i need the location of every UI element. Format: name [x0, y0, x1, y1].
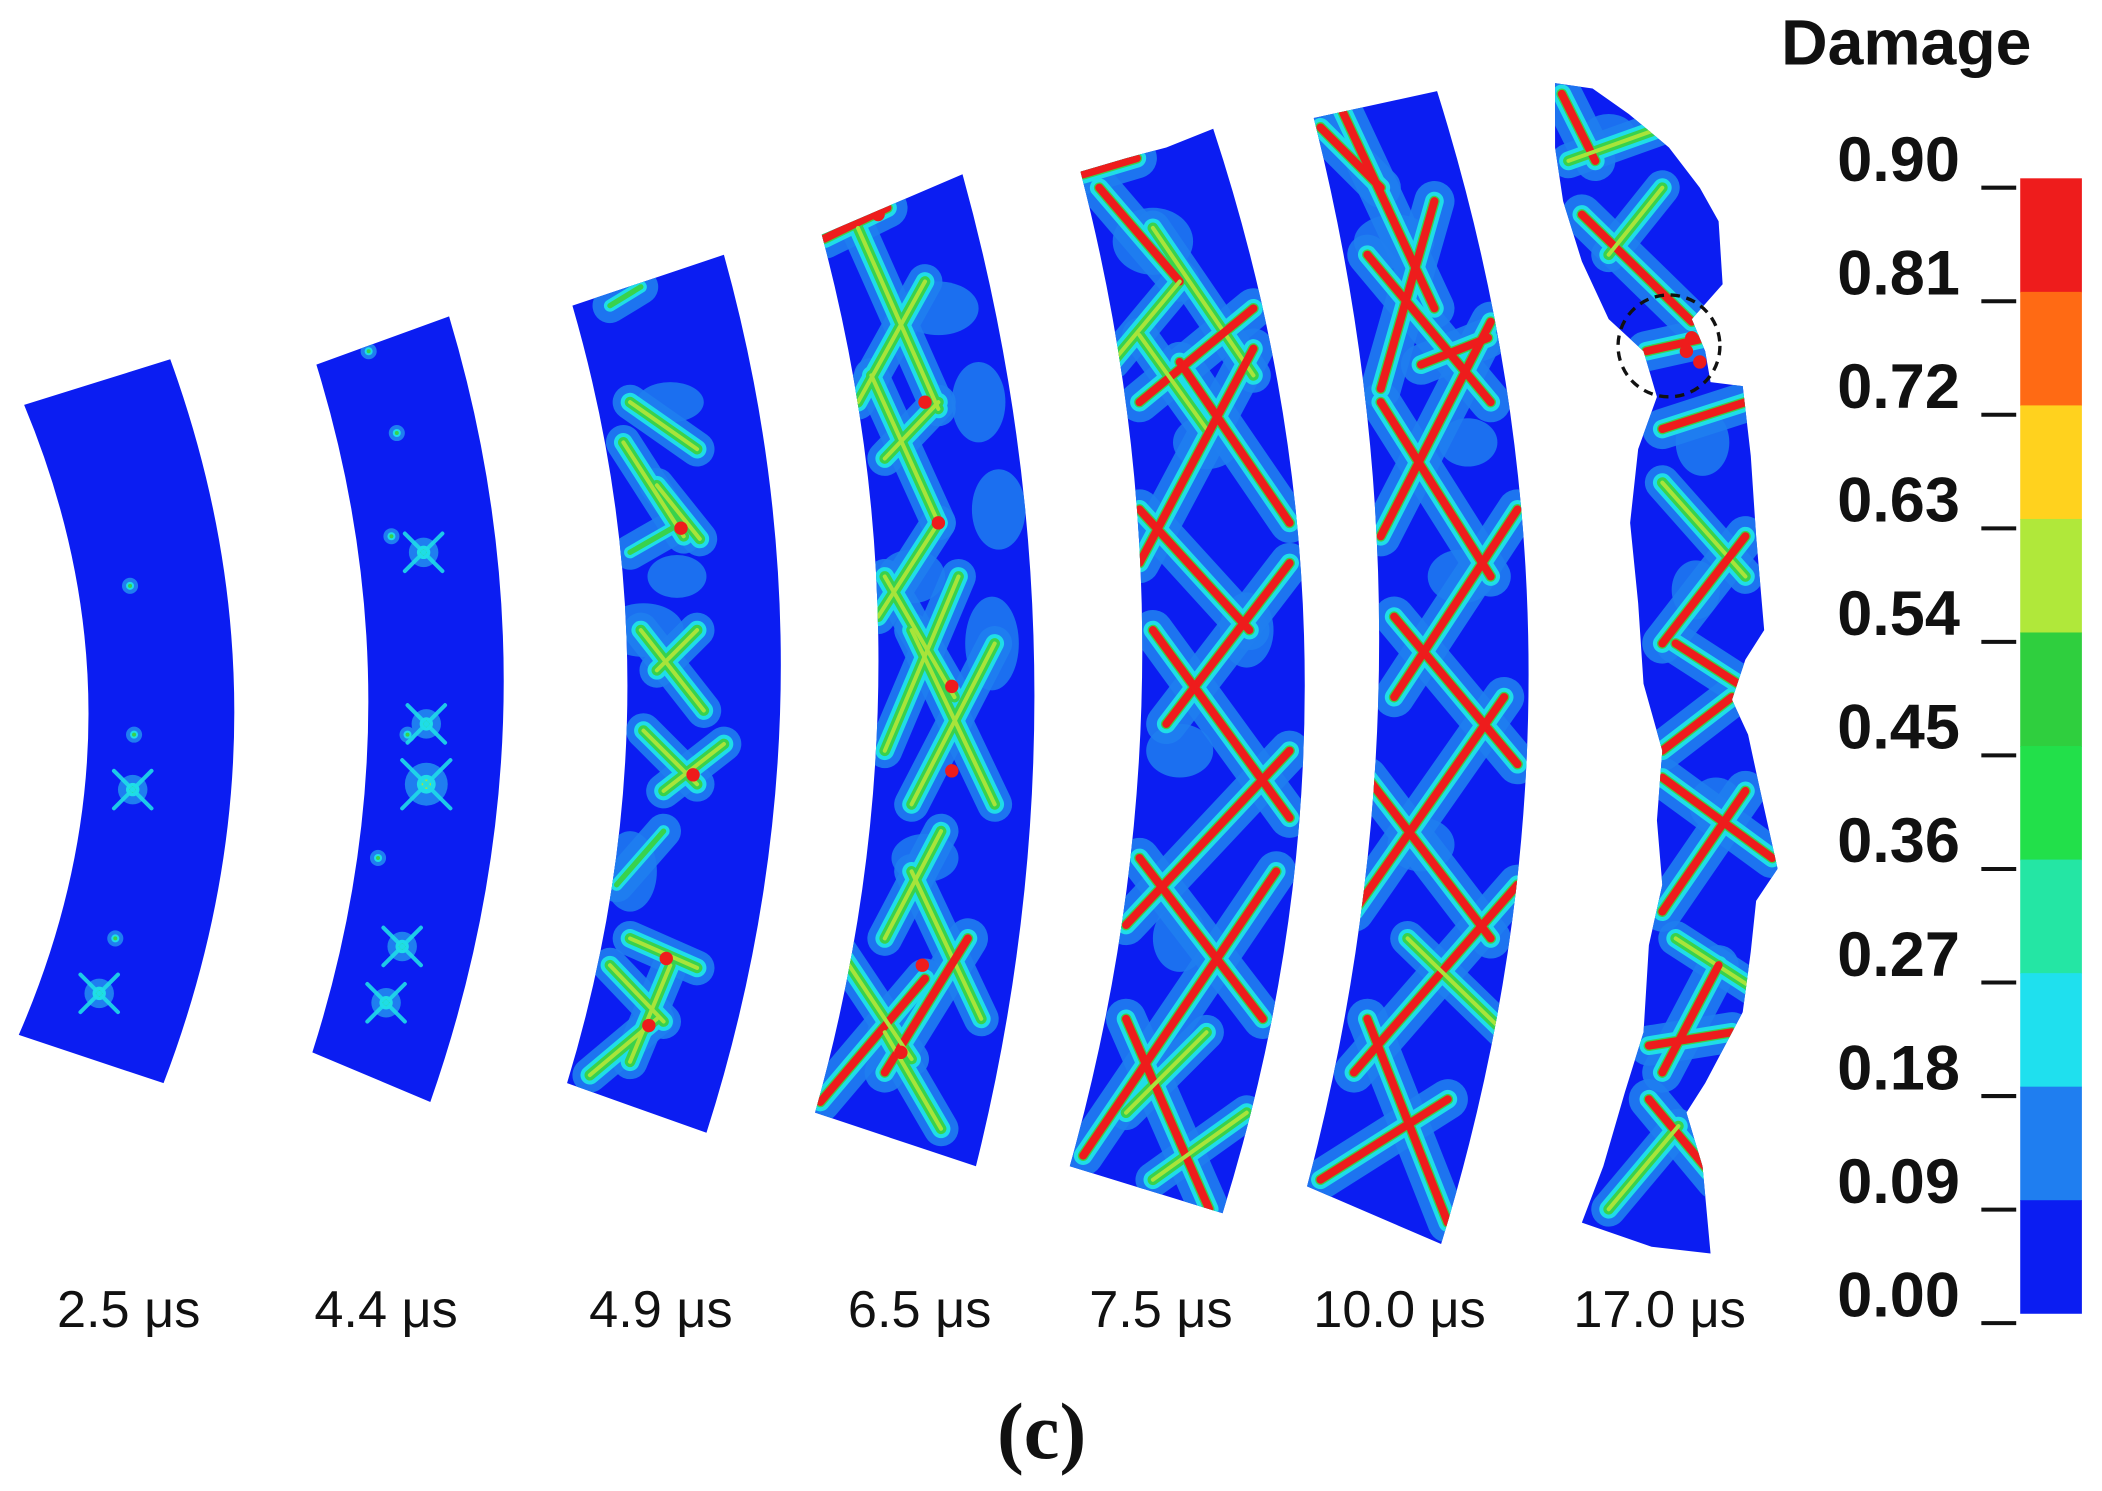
panel-label: (c) — [997, 1388, 1086, 1477]
damage-spot — [405, 703, 448, 745]
time-label: 10.0 μs — [1313, 1281, 1485, 1339]
damage-legend: Damage 0.90 0 — [1781, 6, 2082, 1330]
damage-peak — [1679, 344, 1694, 358]
damage-peak — [945, 679, 959, 694]
time-label: 7.5 μs — [1089, 1281, 1232, 1339]
damage-cracks — [1555, 83, 1778, 1227]
damage-spot — [402, 531, 445, 574]
legend-tick-label: 0.72 — [1837, 352, 1960, 422]
damage-pattern — [78, 577, 154, 1015]
shell-fragment — [18, 359, 235, 1084]
colorbar — [2020, 178, 2082, 1314]
damage-spot — [78, 972, 120, 1015]
colorbar-ticks — [1981, 185, 2017, 1326]
damage-peak — [686, 768, 700, 782]
colorbar-segment — [2020, 518, 2082, 634]
time-label: 4.9 μs — [589, 1281, 732, 1339]
damage-peak — [918, 395, 932, 409]
time-label: 2.5 μs — [57, 1281, 200, 1339]
colorbar-segment — [2020, 405, 2082, 520]
snapshot-17-0us: 17.0 μs — [1555, 83, 1778, 1339]
colorbar-segment — [2020, 1086, 2082, 1201]
time-label: 17.0 μs — [1573, 1281, 1746, 1339]
damage-peak — [915, 958, 930, 972]
time-label: 6.5 μs — [848, 1281, 991, 1339]
colorbar-segment — [2020, 746, 2082, 861]
legend-tick-label: 0.45 — [1837, 693, 1960, 763]
shell-fragment — [312, 316, 504, 1102]
snapshot-4-9us: 4.9 μs — [567, 254, 781, 1339]
damage-spot — [107, 930, 124, 947]
legend-tick-label: 0.00 — [1837, 1260, 1960, 1330]
legend-tick-label: 0.09 — [1837, 1147, 1960, 1217]
damage-pattern — [1555, 83, 1778, 1227]
damage-patch — [647, 555, 707, 598]
legend-tick-label: 0.81 — [1837, 239, 1960, 309]
colorbar-segment — [2020, 859, 2082, 974]
legend-tick-label: 0.27 — [1837, 920, 1960, 990]
damage-pattern — [360, 343, 453, 1024]
damage-peak — [1685, 331, 1699, 345]
colorbar-segment — [2020, 1200, 2082, 1314]
damage-patch — [971, 469, 1026, 550]
damage-spot — [121, 577, 139, 594]
damage-peak — [945, 764, 959, 778]
damage-spot — [381, 925, 423, 968]
legend-tick-label: 0.54 — [1837, 579, 1960, 649]
damage-pattern — [815, 187, 1026, 1147]
damage-spot — [365, 981, 407, 1024]
damage-spot — [383, 528, 400, 545]
damage-peak — [871, 207, 885, 222]
snapshot-7-5us: 7.5 μs — [1069, 128, 1305, 1339]
snapshot-6-5us: 6.5 μs — [815, 174, 1035, 1339]
damage-pattern — [1069, 138, 1305, 1214]
damage-spot — [111, 768, 154, 811]
damage-peak — [1693, 355, 1707, 369]
colorbar-segment — [2020, 973, 2082, 1088]
damage-peak — [894, 1045, 908, 1060]
time-label: 4.4 μs — [314, 1281, 457, 1339]
damage-peak — [931, 516, 946, 530]
legend-title: Damage — [1781, 6, 2031, 78]
damage-spot — [126, 726, 143, 743]
colorbar-segment — [2020, 291, 2082, 407]
damage-cracks — [572, 269, 742, 1093]
dashed-circle-annotation — [1616, 293, 1722, 399]
colorbar-segment — [2020, 178, 2082, 293]
damage-spot — [360, 343, 377, 360]
legend-tick-label: 0.90 — [1837, 125, 1960, 195]
legend-tick-label: 0.63 — [1837, 466, 1960, 536]
snapshot-4-4us: 4.4 μs — [312, 316, 504, 1339]
damage-spot — [400, 758, 453, 811]
colorbar-segment — [2020, 632, 2082, 747]
damage-pattern — [572, 269, 742, 1093]
legend-tick-label: 0.18 — [1837, 1033, 1960, 1103]
snapshot-2-5us: 2.5 μs — [18, 359, 235, 1339]
legend-tick-label: 0.36 — [1837, 806, 1960, 876]
damage-patch — [951, 361, 1006, 443]
damage-peak — [674, 521, 688, 535]
damage-spot — [388, 424, 405, 442]
colorbar-tick-labels: 0.90 0.81 0.72 0.63 0.54 0.45 0.36 0.27 … — [1837, 125, 1960, 1330]
damage-peak — [642, 1018, 656, 1033]
damage-peak — [659, 951, 673, 966]
snapshot-10-0us: 10.0 μs — [1307, 91, 1529, 1339]
damage-spot — [369, 849, 387, 867]
damage-cracks — [1307, 91, 1529, 1243]
damage-cracks — [1069, 138, 1305, 1214]
damage-pattern — [1307, 91, 1529, 1243]
